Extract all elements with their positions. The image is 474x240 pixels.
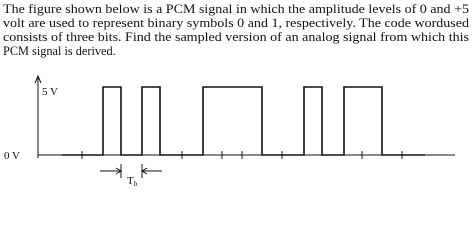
- bit-period-arrows: [100, 164, 162, 178]
- vertical-axis: [34, 74, 42, 158]
- bit-period-marker: Tb: [100, 164, 162, 188]
- bit-period-subscript: b: [134, 180, 138, 188]
- problem-text: The figure shown below is a PCM signal i…: [3, 2, 469, 58]
- pcm-waveform: [62, 86, 425, 156]
- text-line: The figure shown below is a PCM signal i…: [3, 2, 469, 16]
- high-level-label: 5 V: [42, 86, 58, 98]
- bit-ticks: [81, 151, 403, 159]
- text-line: volt are used to represent binary symbol…: [3, 16, 469, 30]
- low-level-label: 0 V: [4, 150, 20, 162]
- bit-period-label: Tb: [127, 175, 138, 188]
- problem-page: The figure shown below is a PCM signal i…: [3, 2, 469, 188]
- bit-period-symbol: T: [127, 175, 134, 187]
- text-line: PCM signal is derived.: [3, 44, 116, 58]
- text-line: consists of three bits. Find the sampled…: [3, 30, 469, 44]
- pcm-figure: 5 V 0 V Tb: [4, 74, 455, 188]
